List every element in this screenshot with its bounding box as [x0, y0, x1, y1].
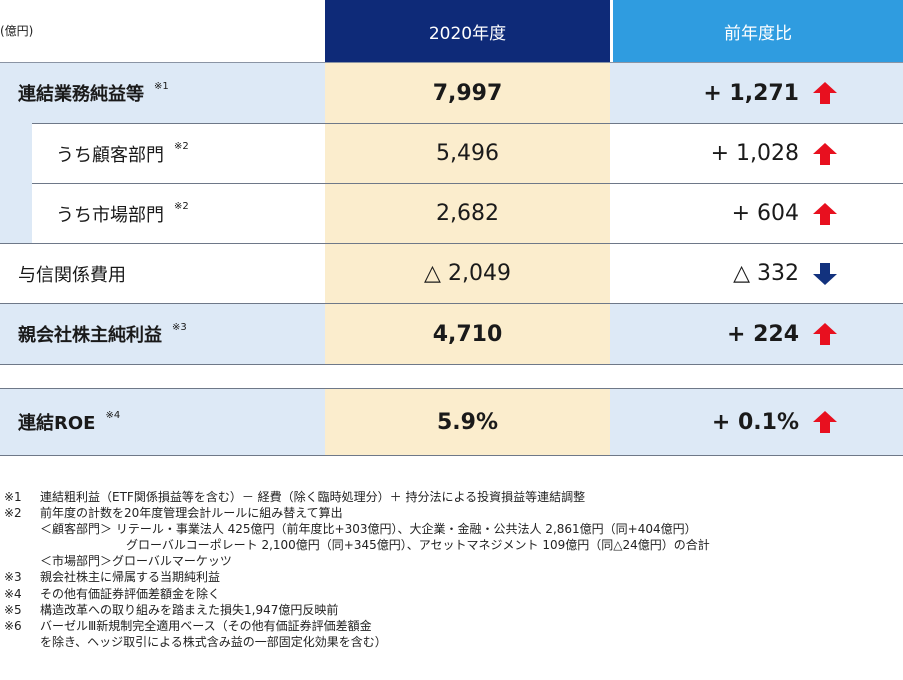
divider — [0, 388, 903, 389]
up-arrow-icon — [813, 411, 837, 433]
footnote-mark: ※6 — [4, 618, 22, 633]
row-label-consolidated-roe: 連結ROE ※4 — [18, 389, 120, 455]
value-2020: 2,682 — [436, 201, 499, 226]
footnote-text: 構造改革への取り組みを踏まえた損失1,947億円反映前 — [40, 602, 339, 617]
yoy-diff-text: △ 332 — [733, 261, 799, 286]
footnote-4: ※4 その他有価証券評価差額金を除く — [4, 586, 899, 602]
left-bracket-bg — [0, 124, 32, 244]
footnote-text: その他有価証券評価差額金を除く — [40, 586, 221, 601]
yoy-diff-text: + 224 — [726, 321, 799, 347]
footnote-mark: ※1 — [4, 490, 22, 504]
divider — [0, 455, 903, 456]
row-label-market-division: うち市場部門 ※2 — [56, 184, 189, 243]
up-arrow-icon — [813, 323, 837, 345]
yoy-diff: + 224 — [613, 304, 837, 364]
up-arrow-icon — [813, 82, 837, 104]
row-label-text: うち顧客部門 — [56, 144, 164, 166]
footnote-text: バーゼルⅢ新規制完全適用ベース（その他有価証券評価差額金 — [40, 618, 372, 633]
row-label-net-income-parent: 親会社株主純利益 ※3 — [18, 304, 187, 364]
down-arrow-icon — [813, 262, 837, 285]
up-arrow-icon — [813, 202, 837, 225]
footnote-ref: ※2 — [174, 201, 189, 212]
footnote-mark: ※5 — [4, 602, 22, 617]
footnote-2-line-4: ＜市場部門＞グローバルマーケッツ — [40, 554, 232, 569]
row-label-customer-division: うち顧客部門 ※2 — [56, 124, 189, 183]
row-label-text: 与信関係費用 — [18, 264, 126, 286]
footnote-2-line-3: グローバルコーポレート 2,100億円（同+345億円）、アセットマネジメント … — [126, 538, 710, 553]
footnote-text: 親会社株主に帰属する当期純利益 — [40, 570, 221, 585]
yoy-diff-text: + 604 — [731, 201, 799, 226]
year-column-highlight-roe — [325, 389, 610, 455]
value-2020: △ 2,049 — [424, 261, 511, 286]
yoy-diff-text: + 1,028 — [710, 141, 799, 166]
row-label-consolidated-business-profit: 連結業務純益等 ※1 — [18, 63, 169, 123]
footnote-ref: ※2 — [174, 141, 189, 152]
footnote-1: ※1 連結粗利益（ETF関係損益等を含む）－ 経費（除く臨時処理分）＋ 持分法に… — [4, 489, 899, 505]
divider — [0, 303, 903, 304]
footnote-6-line-2: を除き、ヘッジ取引による株式含み益の一部固定化効果を含む） — [40, 634, 387, 649]
up-arrow-icon — [813, 142, 837, 165]
footnote-2: ※2 前年度の計数を20年度管理会計ルールに組み替えて算出 — [4, 505, 899, 521]
yoy-diff-text: + 1,271 — [703, 80, 799, 106]
footnote-mark: ※2 — [4, 506, 22, 521]
yoy-diff-text: + 0.1% — [711, 409, 799, 435]
divider — [0, 62, 903, 63]
yoy-diff: + 1,271 — [613, 63, 837, 123]
header-year: 2020年度 — [325, 0, 610, 62]
yoy-diff: + 1,028 — [613, 124, 837, 183]
header-yoy: 前年度比 — [613, 0, 903, 62]
footnote-mark: ※3 — [4, 570, 22, 585]
yoy-diff: + 604 — [613, 184, 837, 243]
row-label-text: 連結業務純益等 — [18, 84, 144, 105]
footnote-ref: ※1 — [154, 80, 169, 92]
row-label-text: うち市場部門 — [56, 204, 164, 226]
yoy-diff: △ 332 — [613, 244, 837, 303]
footnote-ref: ※3 — [172, 321, 187, 333]
footnote-ref: ※4 — [105, 409, 121, 421]
value-2020: 4,710 — [432, 321, 503, 347]
divider — [0, 243, 903, 244]
row-label-text: 親会社株主純利益 — [18, 325, 162, 346]
divider — [32, 123, 903, 124]
divider — [0, 364, 903, 365]
footnotes: ※1 連結粗利益（ETF関係損益等を含む）－ 経費（除く臨時処理分）＋ 持分法に… — [4, 489, 899, 650]
footnote-mark: ※4 — [4, 586, 22, 601]
footnote-text: 連結粗利益（ETF関係損益等を含む）－ 経費（除く臨時処理分）＋ 持分法による投… — [40, 490, 586, 504]
row-label-text: 連結ROE — [18, 413, 96, 434]
footnote-3: ※3 親会社株主に帰属する当期純利益 — [4, 569, 899, 585]
footnote-2-line-2: ＜顧客部門＞ リテール・事業法人 425億円（前年度比+303億円）、大企業・金… — [40, 522, 697, 537]
footnote-5: ※5 構造改革への取り組みを踏まえた損失1,947億円反映前 — [4, 602, 899, 618]
footnote-6: ※6 バーゼルⅢ新規制完全適用ベース（その他有価証券評価差額金 — [4, 618, 899, 634]
footnote-text: 前年度の計数を20年度管理会計ルールに組み替えて算出 — [40, 506, 343, 521]
year-column-highlight — [325, 63, 610, 364]
yoy-diff: + 0.1% — [613, 389, 837, 455]
value-2020: 5,496 — [436, 141, 499, 166]
unit-label: (億円) — [0, 24, 34, 38]
value-2020: 5.9% — [436, 409, 498, 435]
divider — [32, 183, 903, 184]
row-label-credit-costs: 与信関係費用 — [18, 244, 126, 303]
value-2020: 7,997 — [432, 80, 503, 106]
